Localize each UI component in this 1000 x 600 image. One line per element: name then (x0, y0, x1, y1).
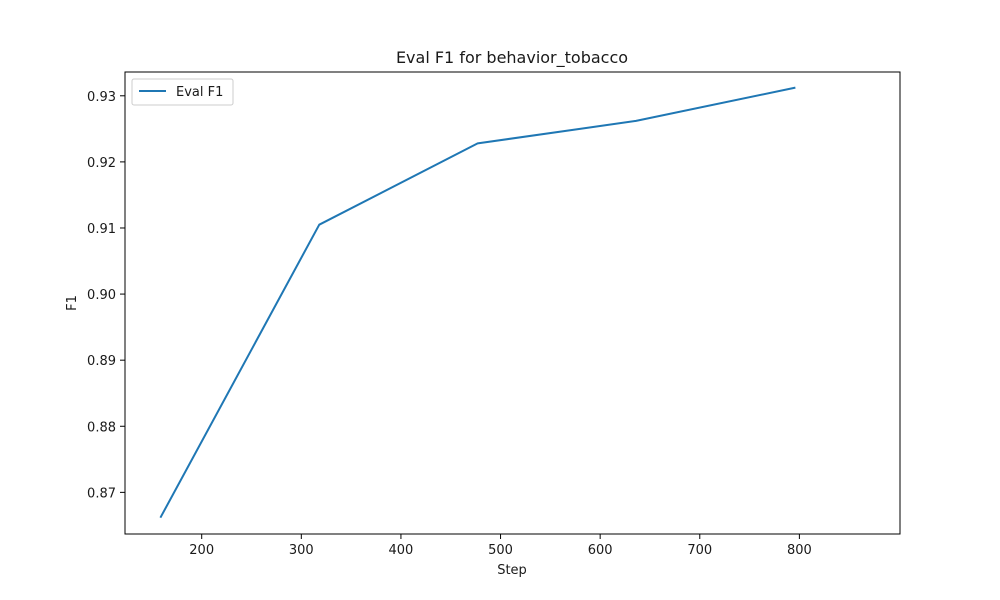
legend: Eval F1 (131, 78, 234, 106)
x-tick-label: 800 (787, 543, 812, 558)
plot-area (124, 71, 901, 535)
chart-title: Eval F1 for behavior_tobacco (396, 48, 628, 68)
y-tick-label: 0.88 (87, 420, 116, 435)
y-tick-label: 0.90 (87, 288, 116, 303)
x-tick-label: 500 (488, 543, 513, 558)
series-line-eval-f1 (159, 86, 796, 519)
y-tick-label: 0.93 (87, 90, 116, 105)
x-tick-label: 200 (189, 543, 214, 558)
x-axis: 200 300 400 500 600 700 800 (189, 534, 812, 558)
y-tick-label: 0.89 (87, 354, 116, 369)
y-axis: 0.87 0.88 0.89 0.90 0.91 0.92 0.93 (87, 90, 125, 501)
x-tick-label: 600 (588, 543, 613, 558)
x-axis-label: Step (497, 563, 527, 578)
x-tick-label: 400 (389, 543, 414, 558)
y-tick-label: 0.91 (87, 222, 116, 237)
legend-label-eval-f1: Eval F1 (176, 85, 223, 100)
series-layer (159, 86, 796, 519)
y-axis-label: F1 (65, 295, 80, 311)
y-tick-label: 0.87 (87, 486, 116, 501)
y-tick-label: 0.92 (87, 156, 116, 171)
legend-box (131, 78, 234, 106)
x-tick-label: 700 (687, 543, 712, 558)
x-tick-label: 300 (289, 543, 314, 558)
